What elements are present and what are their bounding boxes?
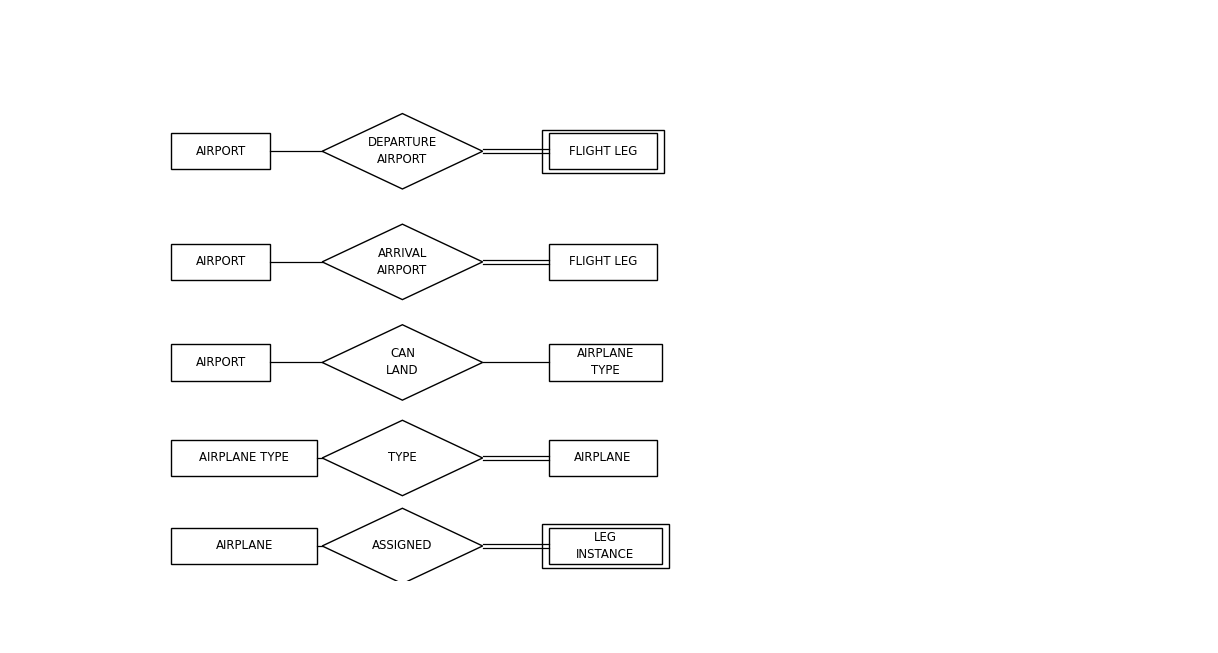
Bar [548,244,658,280]
Bar [548,440,658,476]
Text: AIRPORT: AIRPORT [196,145,246,158]
Text: AIRPORT: AIRPORT [196,356,246,369]
Text: AIRPORT: AIRPORT [196,255,246,268]
Text: DEPARTURE
AIRPORT: DEPARTURE AIRPORT [368,136,437,167]
Bar [171,133,270,169]
Text: LEG
INSTANCE: LEG INSTANCE [576,531,635,561]
Polygon shape [322,224,482,300]
Text: AIRPLANE: AIRPLANE [216,539,273,552]
Polygon shape [322,325,482,400]
Bar [171,344,270,381]
Bar [548,344,663,381]
Text: FLIGHT LEG: FLIGHT LEG [569,255,637,268]
Text: AIRPLANE TYPE: AIRPLANE TYPE [200,451,289,464]
Bar [542,524,669,567]
Text: ARRIVAL
AIRPORT: ARRIVAL AIRPORT [378,247,428,277]
Bar [171,244,270,280]
Text: CAN
LAND: CAN LAND [386,347,419,377]
Text: AIRPLANE
TYPE: AIRPLANE TYPE [576,347,635,377]
Bar [171,440,318,476]
Text: TYPE: TYPE [389,451,417,464]
Text: ASSIGNED: ASSIGNED [373,539,432,552]
Bar [542,130,664,173]
Polygon shape [322,114,482,189]
Bar [548,528,663,564]
Polygon shape [322,508,482,584]
Bar [548,133,658,169]
Text: AIRPLANE: AIRPLANE [575,451,632,464]
Text: FLIGHT LEG: FLIGHT LEG [569,145,637,158]
Bar [171,528,318,564]
Polygon shape [322,421,482,496]
